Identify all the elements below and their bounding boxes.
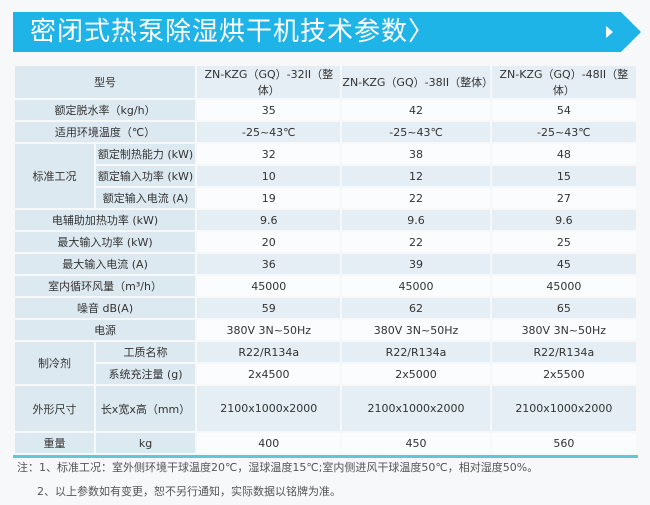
cell: 27: [491, 188, 636, 208]
cell: 2x5500: [491, 364, 636, 384]
row-label: 系统充注量 (g): [95, 364, 196, 384]
row-label: 电辅助加热功率 (kW): [15, 210, 196, 230]
row-label: 最大输入功率 (kW): [15, 232, 196, 252]
cell: 45000: [197, 276, 341, 296]
cell: 45000: [491, 276, 636, 296]
cell: 32: [197, 144, 341, 164]
table-row: 额定脱水率（kg/h） 35 42 54: [15, 100, 636, 120]
cell: 9.6: [197, 210, 341, 230]
table-row: 电源 380V 3N~50Hz 380V 3N~50Hz 380V 3N~50Hz: [15, 320, 636, 340]
title-banner: 密闭式热泵除湿烘干机技术参数〉: [13, 12, 641, 52]
cell: 12: [342, 166, 490, 186]
table-header-row: 型号 ZN-KZG（GQ）-32II（整体） ZN-KZG（GQ）-38II（整…: [15, 66, 636, 98]
row-label: 室内循环风量（m³/h）: [15, 276, 196, 296]
cell: 39: [342, 254, 490, 274]
cell: 42: [342, 100, 490, 120]
cell: 9.6: [491, 210, 636, 230]
row-label: 最大输入电流 (A): [15, 254, 196, 274]
group-label: 标准工况: [15, 144, 94, 208]
table-row: 额定输入电流 (A) 19 22 27: [15, 188, 636, 208]
cell: 2100x1000x2000: [197, 386, 341, 431]
cell: R22/R134a: [491, 342, 636, 362]
row-label: 工质名称: [95, 342, 196, 362]
table-row: 重量 kg 400 450 560: [15, 433, 636, 453]
table-row: 外形尺寸 长x宽x高（mm） 2100x1000x2000 2100x1000x200…: [15, 386, 636, 431]
cell: 62: [342, 298, 490, 318]
cell: -25~43℃: [342, 122, 490, 142]
cell: 45: [491, 254, 636, 274]
cell: 22: [342, 188, 490, 208]
cell: 2x5000: [342, 364, 490, 384]
cell: 560: [491, 433, 636, 453]
cell: 19: [197, 188, 341, 208]
spec-table: 型号 ZN-KZG（GQ）-32II（整体） ZN-KZG（GQ）-38II（整…: [13, 64, 638, 458]
table-row: 噪音 dB(A) 59 62 65: [15, 298, 636, 318]
row-label: 额定脱水率（kg/h）: [15, 100, 196, 120]
cell: 400: [197, 433, 341, 453]
table-row: 室内循环风量（m³/h） 45000 45000 45000: [15, 276, 636, 296]
row-label: kg: [95, 433, 196, 453]
note-2: 2、以上参数如有变更，恕不另行通知，实际数据以铭牌为准。: [37, 485, 341, 498]
header-label: 型号: [15, 66, 196, 98]
model-header: ZN-KZG（GQ）-32II（整体）: [197, 66, 341, 98]
cell: 450: [342, 433, 490, 453]
cell: -25~43℃: [197, 122, 341, 142]
table-row: 标准工况 额定制热能力 (kW) 32 38 48: [15, 144, 636, 208]
page-title: 密闭式热泵除湿烘干机技术参数〉: [30, 17, 436, 47]
row-label: 电源: [15, 320, 196, 340]
cell: 9.6: [342, 210, 490, 230]
cell: 38: [342, 144, 490, 164]
cell: 48: [491, 144, 636, 164]
row-label: 额定输入电流 (A): [95, 188, 196, 208]
table-row: 额定输入功率 (kW) 10 12 15: [15, 166, 636, 186]
note-1: 注：1、标准工况：室外侧环境干球温度20℃，湿球温度15℃;室内侧进风干球温度5…: [17, 461, 539, 474]
cell: 380V 3N~50Hz: [342, 320, 490, 340]
cell: R22/R134a: [342, 342, 490, 362]
cell: 380V 3N~50Hz: [491, 320, 636, 340]
group-label: 外形尺寸: [15, 386, 94, 431]
table-row: 系统充注量 (g) 2x4500 2x5000 2x5500: [15, 364, 636, 384]
table-row: 适用环境温度（℃） -25~43℃ -25~43℃ -25~43℃: [15, 122, 636, 142]
triangle-right-icon: [606, 26, 613, 38]
cell: 45000: [342, 276, 490, 296]
cell: 2x4500: [197, 364, 341, 384]
group-label: 重量: [15, 433, 94, 453]
table-row: 制冷剂 工质名称 R22/R134a R22/R134a R22/R134a: [15, 342, 636, 384]
cell: 59: [197, 298, 341, 318]
cell: 65: [491, 298, 636, 318]
cell: 2100x1000x2000: [491, 386, 636, 431]
model-header: ZN-KZG（GQ）-38II（整体）: [342, 66, 493, 98]
cell: 20: [197, 232, 341, 252]
cell: 36: [197, 254, 341, 274]
row-label: 适用环境温度（℃）: [15, 122, 196, 142]
cell: 2100x1000x2000: [342, 386, 490, 431]
row-label: 额定制热能力 (kW): [95, 144, 196, 164]
cell: 380V 3N~50Hz: [197, 320, 341, 340]
cell: 54: [491, 100, 636, 120]
row-label: 噪音 dB(A): [15, 298, 196, 318]
cell: -25~43℃: [491, 122, 636, 142]
table-row: 最大输入功率 (kW) 20 22 25: [15, 232, 636, 252]
model-header: ZN-KZG（GQ）-48II（整体）: [491, 66, 636, 98]
row-label: 长x宽x高（mm）: [95, 386, 196, 431]
table-row: 最大输入电流 (A) 36 39 45: [15, 254, 636, 274]
cell: 35: [197, 100, 341, 120]
group-label: 制冷剂: [15, 342, 94, 384]
row-label: 额定输入功率 (kW): [95, 166, 196, 186]
cell: 10: [197, 166, 341, 186]
cell: R22/R134a: [197, 342, 341, 362]
table-row: 电辅助加热功率 (kW) 9.6 9.6 9.6: [15, 210, 636, 230]
cell: 15: [491, 166, 636, 186]
cell: 22: [342, 232, 490, 252]
cell: 25: [491, 232, 636, 252]
notes: 注：1、标准工况：室外侧环境干球温度20℃，湿球温度15℃;室内侧进风干球温度5…: [17, 456, 538, 504]
